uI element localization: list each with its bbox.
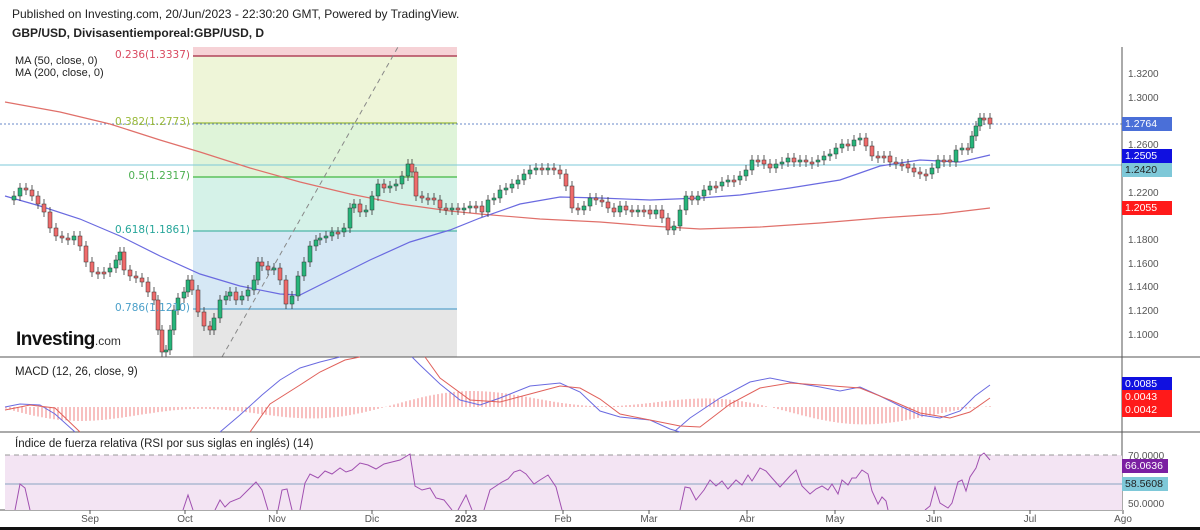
ma200-badge: 1.2055	[1122, 201, 1172, 215]
rsi-ma-badge: 58.5608	[1122, 477, 1168, 491]
symbol-title: GBP/USD, Divisasentiemporeal:GBP/USD, D	[12, 26, 265, 40]
ma200-legend: MA (200, close, 0)	[15, 67, 104, 79]
candlesticks	[11, 113, 993, 357]
fibonacci-retracement[interactable]	[193, 46, 457, 358]
ma50-badge: 1.2505	[1122, 149, 1172, 163]
macd-value-badge: 0.0085	[1122, 377, 1172, 391]
x-label-2023: 2023	[454, 514, 478, 525]
fib-level-0786: 0.786(1.1210)	[115, 302, 190, 314]
x-label-ago: Ago	[1114, 514, 1132, 525]
macd-histogram-badge: 0.0042	[1122, 403, 1172, 417]
macd-line	[4, 356, 991, 433]
fib-level-05: 0.5(1.2317)	[128, 170, 190, 182]
ma-legend: MA (50, close, 0) MA (200, close, 0)	[15, 55, 104, 79]
fib-level-0382: 0.382(1.2773)	[115, 116, 190, 128]
x-label-sep: Sep	[81, 514, 99, 525]
rsi-band	[5, 455, 1122, 510]
x-label-feb: Feb	[554, 514, 572, 525]
x-label-jul: Jul	[1023, 514, 1037, 525]
rsi-title: Índice de fuerza relativa (RSI por sus s…	[15, 438, 314, 450]
last-price-badge: 1.2764	[1122, 117, 1172, 131]
macd-signal-badge: 0.0043	[1122, 390, 1172, 404]
macd-histogram	[5, 391, 991, 425]
svg-text:1.1600: 1.1600	[1128, 259, 1159, 270]
rsi-value-badge: 66.0636	[1122, 459, 1168, 473]
svg-text:50.0000: 50.0000	[1128, 499, 1165, 510]
fib-level-0236: 0.236(1.3337)	[115, 49, 190, 61]
x-label-oct: Oct	[177, 514, 193, 525]
svg-text:1.2600: 1.2600	[1128, 140, 1159, 151]
svg-text:1.1400: 1.1400	[1128, 282, 1159, 293]
svg-text:1.1200: 1.1200	[1128, 306, 1159, 317]
svg-text:1.3000: 1.3000	[1128, 93, 1159, 104]
macd-signal-line	[4, 356, 991, 433]
price-axis: 1.3200 1.3000 1.2600 1.2200 1.1800 1.160…	[1128, 69, 1159, 341]
ma50-line	[4, 154, 991, 296]
svg-text:1.1000: 1.1000	[1128, 330, 1159, 341]
ma200-line	[4, 101, 991, 230]
svg-text:1.2200: 1.2200	[1128, 188, 1159, 199]
ma50-legend: MA (50, close, 0)	[15, 55, 98, 67]
x-label-mar: Mar	[640, 514, 658, 525]
svg-text:1.3200: 1.3200	[1128, 69, 1159, 80]
x-label-dic: Dic	[364, 514, 380, 525]
svg-text:70.0000: 70.0000	[1128, 451, 1165, 462]
x-label-nov: Nov	[268, 514, 286, 525]
investing-logo: Investing.com	[16, 329, 121, 350]
rsi-axis: 70.0000 50.0000	[1128, 451, 1165, 510]
macd-title: MACD (12, 26, close, 9)	[15, 366, 138, 378]
x-label-abr: Abr	[739, 514, 755, 525]
rsi-line	[14, 452, 991, 511]
bottom-border	[0, 527, 1200, 530]
fib-level-0618: 0.618(1.1861)	[115, 224, 190, 236]
time-axis-ticks	[89, 510, 1124, 514]
hline-badge: 1.2420	[1122, 163, 1172, 177]
svg-text:1.1800: 1.1800	[1128, 235, 1159, 246]
x-label-may: May	[825, 514, 845, 525]
x-label-jun: Jun	[925, 514, 943, 525]
published-header: Published on Investing.com, 20/Jun/2023 …	[12, 7, 460, 21]
